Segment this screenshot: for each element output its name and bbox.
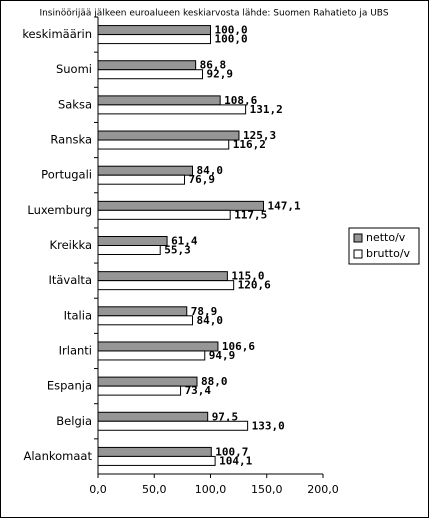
legend-swatch xyxy=(353,233,363,243)
x-tick-label: 150,0 xyxy=(251,483,283,496)
bar xyxy=(97,130,240,141)
value-label: 100,7 xyxy=(215,445,248,458)
value-label: 55,3 xyxy=(164,244,191,257)
value-label: 61,4 xyxy=(171,235,198,248)
x-tick-label: 200,0 xyxy=(307,483,339,496)
bar xyxy=(97,95,221,106)
chart-title: Insinöörijää jälkeen euroalueen keskiarv… xyxy=(39,9,388,19)
value-label: 94,9 xyxy=(209,349,236,362)
value-label: 86,8 xyxy=(200,59,227,72)
value-label: 100,0 xyxy=(215,33,248,46)
bar xyxy=(97,411,209,422)
bar xyxy=(97,34,211,45)
bar xyxy=(97,385,182,396)
bar xyxy=(97,350,206,361)
bar xyxy=(97,315,193,326)
bar xyxy=(97,420,249,431)
bar xyxy=(97,209,231,220)
y-tick-label: keskimäärin xyxy=(22,27,92,41)
y-tick-label: Ranska xyxy=(50,133,92,147)
value-label: 97,5 xyxy=(212,410,239,423)
bar xyxy=(97,104,247,115)
legend-swatch xyxy=(353,249,363,259)
value-label: 104,1 xyxy=(219,454,252,467)
bar xyxy=(97,446,212,457)
value-label: 106,6 xyxy=(222,340,255,353)
value-label: 76,9 xyxy=(189,173,216,186)
bar xyxy=(97,60,197,71)
value-label: 108,6 xyxy=(224,94,257,107)
bar xyxy=(97,341,219,352)
y-tick-label: Belgia xyxy=(56,414,92,428)
value-label: 147,1 xyxy=(267,199,300,212)
x-tick-label: 50,0 xyxy=(142,483,167,496)
legend-label: brutto/v xyxy=(366,247,411,260)
bar xyxy=(97,236,168,246)
legend-label: netto/v xyxy=(366,231,406,244)
value-label: 92,9 xyxy=(207,68,234,81)
y-tick-label: Portugali xyxy=(41,168,92,182)
bar xyxy=(97,280,235,291)
value-label: 133,0 xyxy=(252,419,285,432)
value-label: 125,3 xyxy=(243,129,276,142)
value-label: 117,5 xyxy=(234,208,267,221)
bar xyxy=(97,455,216,466)
bar xyxy=(97,306,188,317)
y-tick-label: Italia xyxy=(64,308,92,322)
value-label: 120,6 xyxy=(238,279,271,292)
bar xyxy=(97,25,211,36)
value-label: 84,0 xyxy=(197,164,224,177)
x-tick-label: 0,0 xyxy=(89,483,107,496)
bar xyxy=(97,69,204,80)
y-tick-label: Alankomaat xyxy=(24,449,93,463)
value-label: 115,0 xyxy=(231,270,264,283)
bar xyxy=(97,245,161,255)
value-label: 100,0 xyxy=(215,24,248,37)
y-tick-label: Luxemburg xyxy=(27,203,92,217)
x-tick-label: 100,0 xyxy=(195,483,227,496)
bar xyxy=(97,376,198,387)
bar xyxy=(97,174,186,185)
value-label: 131,2 xyxy=(250,103,283,116)
bar xyxy=(97,165,193,176)
value-label: 88,0 xyxy=(201,375,228,388)
y-tick-label: Itävalta xyxy=(48,273,92,287)
y-tick-label: Espanja xyxy=(47,379,92,393)
y-tick-label: Saksa xyxy=(58,97,92,111)
bar xyxy=(97,271,228,282)
value-label: 84,0 xyxy=(197,314,224,327)
y-tick-label: Suomi xyxy=(56,62,92,76)
value-label: 78,9 xyxy=(191,305,218,318)
value-label: 116,2 xyxy=(233,138,266,151)
bar xyxy=(97,139,230,150)
y-tick-label: Irlanti xyxy=(59,343,92,357)
value-label: 73,4 xyxy=(185,384,212,397)
y-tick-label: Kreikka xyxy=(50,238,92,252)
